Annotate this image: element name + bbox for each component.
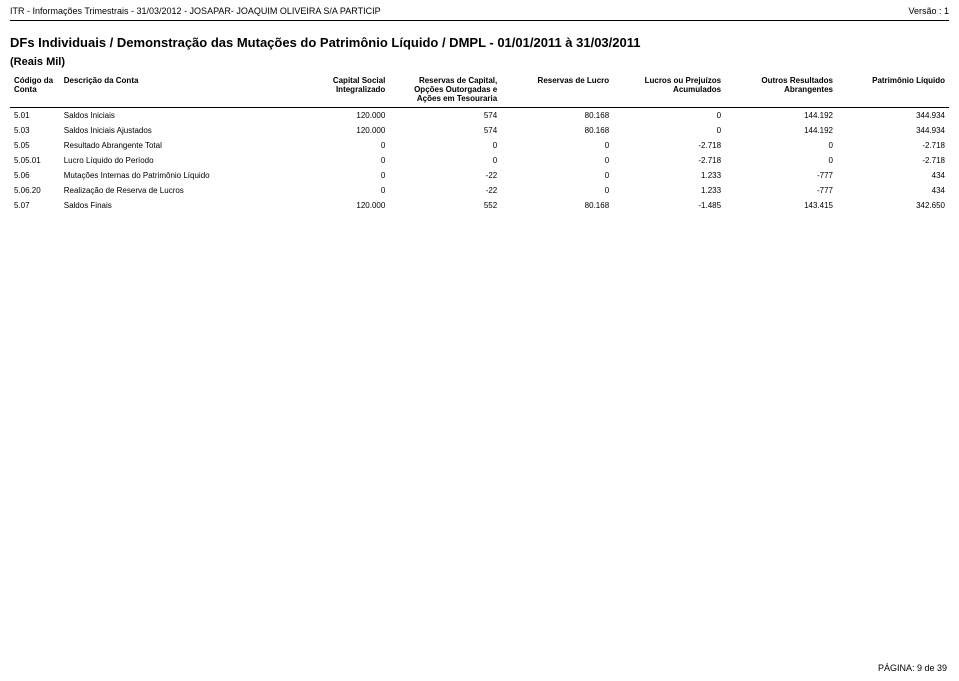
cell-pl: 342.650 [837,198,949,213]
cell-outros: 144.192 [725,108,837,124]
table-row: 5.06.20Realização de Reserva de Lucros0-… [10,183,949,198]
cell-outros: 0 [725,153,837,168]
table-head: Código daContaDescrição da ContaCapital … [10,74,949,108]
cell-desc: Saldos Finais [60,198,278,213]
cell-res2: 80.168 [501,198,613,213]
cell-res2: 80.168 [501,123,613,138]
cell-pl: -2.718 [837,153,949,168]
cell-res2: 0 [501,183,613,198]
cell-cap: 0 [277,153,389,168]
cell-res2: 0 [501,168,613,183]
page-footer: PÁGINA: 9 de 39 [878,663,947,673]
report-title: DFs Individuais / Demonstração das Mutaç… [0,21,959,56]
cell-desc: Saldos Iniciais Ajustados [60,123,278,138]
cell-res1: 0 [389,153,501,168]
cell-res1: 552 [389,198,501,213]
table-row: 5.07Saldos Finais120.00055280.168-1.4851… [10,198,949,213]
cell-pl: 434 [837,183,949,198]
header-right: Versão : 1 [908,6,949,16]
cell-cap: 0 [277,168,389,183]
cell-outros: 0 [725,138,837,153]
col-code: Código daConta [10,74,60,108]
table-row: 5.03Saldos Iniciais Ajustados120.0005748… [10,123,949,138]
cell-pl: 344.934 [837,123,949,138]
cell-cap: 120.000 [277,108,389,124]
col-res2: Reservas de Lucro [501,74,613,108]
cell-code: 5.07 [10,198,60,213]
cell-desc: Realização de Reserva de Lucros [60,183,278,198]
table-row: 5.05.01Lucro Líquido do Período000-2.718… [10,153,949,168]
table-body: 5.01Saldos Iniciais120.00057480.1680144.… [10,108,949,214]
table-row: 5.06Mutações Internas do Patrimônio Líqu… [10,168,949,183]
table-row: 5.01Saldos Iniciais120.00057480.1680144.… [10,108,949,124]
col-pl: Patrimônio Líquido [837,74,949,108]
cell-cap: 120.000 [277,123,389,138]
unit-note: (Reais Mil) [0,56,959,74]
cell-lucros: 1.233 [613,168,725,183]
cell-desc: Resultado Abrangente Total [60,138,278,153]
cell-outros: 144.192 [725,123,837,138]
cell-code: 5.03 [10,123,60,138]
col-desc: Descrição da Conta [60,74,278,108]
cell-pl: -2.718 [837,138,949,153]
cell-lucros: -2.718 [613,153,725,168]
cell-lucros: 0 [613,123,725,138]
data-table-wrap: Código daContaDescrição da ContaCapital … [0,74,959,213]
table-row: 5.05Resultado Abrangente Total000-2.7180… [10,138,949,153]
cell-pl: 434 [837,168,949,183]
cell-res1: -22 [389,183,501,198]
cell-res1: 0 [389,138,501,153]
cell-code: 5.05 [10,138,60,153]
cell-res1: -22 [389,168,501,183]
cell-lucros: 0 [613,108,725,124]
col-cap: Capital SocialIntegralizado [277,74,389,108]
cell-desc: Saldos Iniciais [60,108,278,124]
cell-pl: 344.934 [837,108,949,124]
header-left: ITR - Informações Trimestrais - 31/03/20… [10,6,381,16]
cell-res2: 0 [501,138,613,153]
cell-outros: -777 [725,168,837,183]
cell-cap: 0 [277,138,389,153]
col-lucros: Lucros ou PrejuízosAcumulados [613,74,725,108]
cell-res1: 574 [389,123,501,138]
cell-desc: Lucro Líquido do Período [60,153,278,168]
page-header: ITR - Informações Trimestrais - 31/03/20… [0,0,959,18]
data-table: Código daContaDescrição da ContaCapital … [10,74,949,213]
cell-code: 5.05.01 [10,153,60,168]
cell-desc: Mutações Internas do Patrimônio Líquido [60,168,278,183]
cell-code: 5.06 [10,168,60,183]
cell-res2: 80.168 [501,108,613,124]
col-res1: Reservas de Capital,Opções Outorgadas eA… [389,74,501,108]
cell-code: 5.01 [10,108,60,124]
col-outros: Outros ResultadosAbrangentes [725,74,837,108]
cell-cap: 0 [277,183,389,198]
cell-code: 5.06.20 [10,183,60,198]
cell-lucros: 1.233 [613,183,725,198]
cell-lucros: -2.718 [613,138,725,153]
cell-res1: 574 [389,108,501,124]
cell-lucros: -1.485 [613,198,725,213]
cell-outros: -777 [725,183,837,198]
cell-outros: 143.415 [725,198,837,213]
cell-cap: 120.000 [277,198,389,213]
cell-res2: 0 [501,153,613,168]
